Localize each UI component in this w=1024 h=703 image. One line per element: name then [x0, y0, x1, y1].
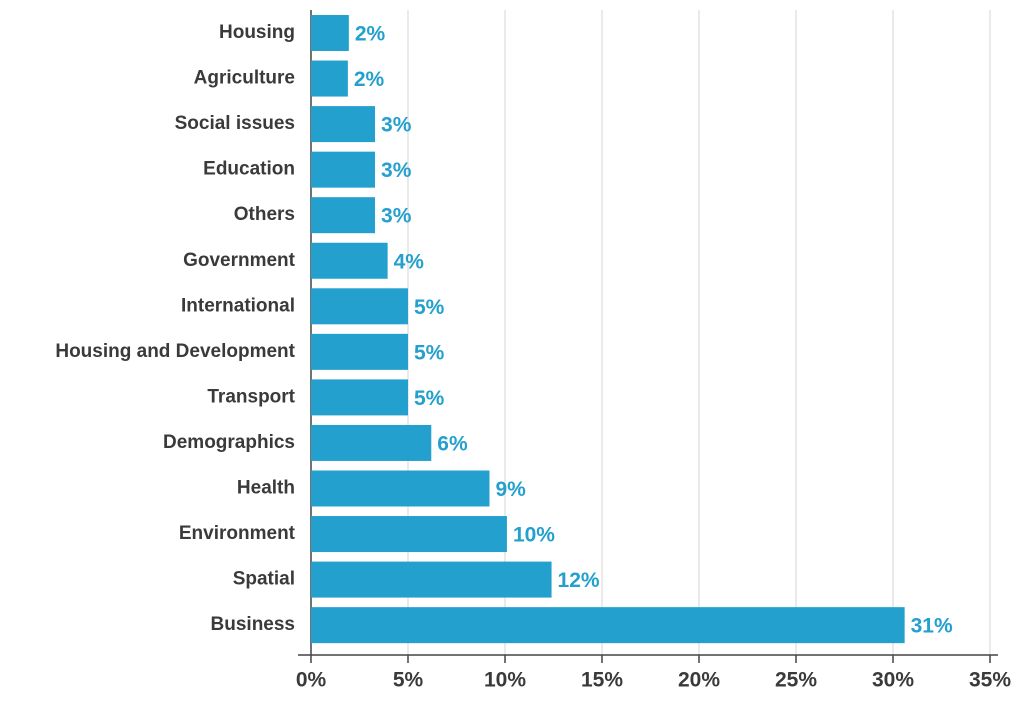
value-label: 3% [381, 114, 412, 137]
category-label: Education [203, 159, 295, 180]
bar [311, 242, 388, 279]
value-label: 3% [381, 205, 412, 228]
bar [311, 197, 376, 234]
value-label: 2% [355, 23, 386, 46]
category-label: Demographics [163, 432, 295, 453]
x-tick-label: 10% [484, 669, 526, 692]
category-label: Housing [219, 22, 295, 43]
x-tick-label: 30% [872, 669, 914, 692]
bar [311, 106, 376, 143]
value-label: 6% [437, 432, 468, 455]
value-label: 9% [495, 478, 526, 501]
x-tick-label: 25% [775, 669, 817, 692]
bar [311, 333, 408, 370]
category-label: Others [234, 204, 295, 225]
bar [311, 561, 552, 598]
category-label: International [181, 295, 295, 316]
bar [311, 424, 432, 461]
value-label: 5% [414, 296, 445, 319]
category-label: Spatial [233, 569, 295, 590]
x-tick-label: 15% [581, 669, 623, 692]
x-tick-label: 0% [296, 669, 327, 692]
category-label: Business [211, 614, 295, 635]
category-label: Social issues [175, 113, 295, 134]
category-label: Environment [179, 523, 296, 544]
category-label: Housing and Development [55, 341, 295, 362]
value-label: 31% [911, 615, 953, 638]
category-label: Transport [207, 386, 295, 407]
bar [311, 15, 349, 51]
value-label: 5% [414, 341, 445, 364]
value-label: 5% [414, 387, 445, 410]
value-label: 4% [394, 250, 425, 273]
category-label: Agriculture [194, 68, 295, 89]
category-label: Health [237, 478, 295, 499]
x-tick-label: 20% [678, 669, 720, 692]
bar [311, 379, 408, 416]
bar [311, 516, 507, 553]
x-tick-label: 35% [969, 669, 1011, 692]
value-label: 3% [381, 159, 412, 182]
value-label: 2% [354, 68, 385, 91]
bar [311, 607, 905, 644]
bar [311, 470, 490, 507]
bar [311, 151, 376, 188]
bar [311, 60, 348, 97]
category-label: Government [183, 250, 296, 271]
bar [311, 288, 408, 325]
value-label: 10% [513, 524, 555, 547]
value-label: 12% [558, 569, 600, 592]
x-tick-label: 5% [393, 669, 424, 692]
